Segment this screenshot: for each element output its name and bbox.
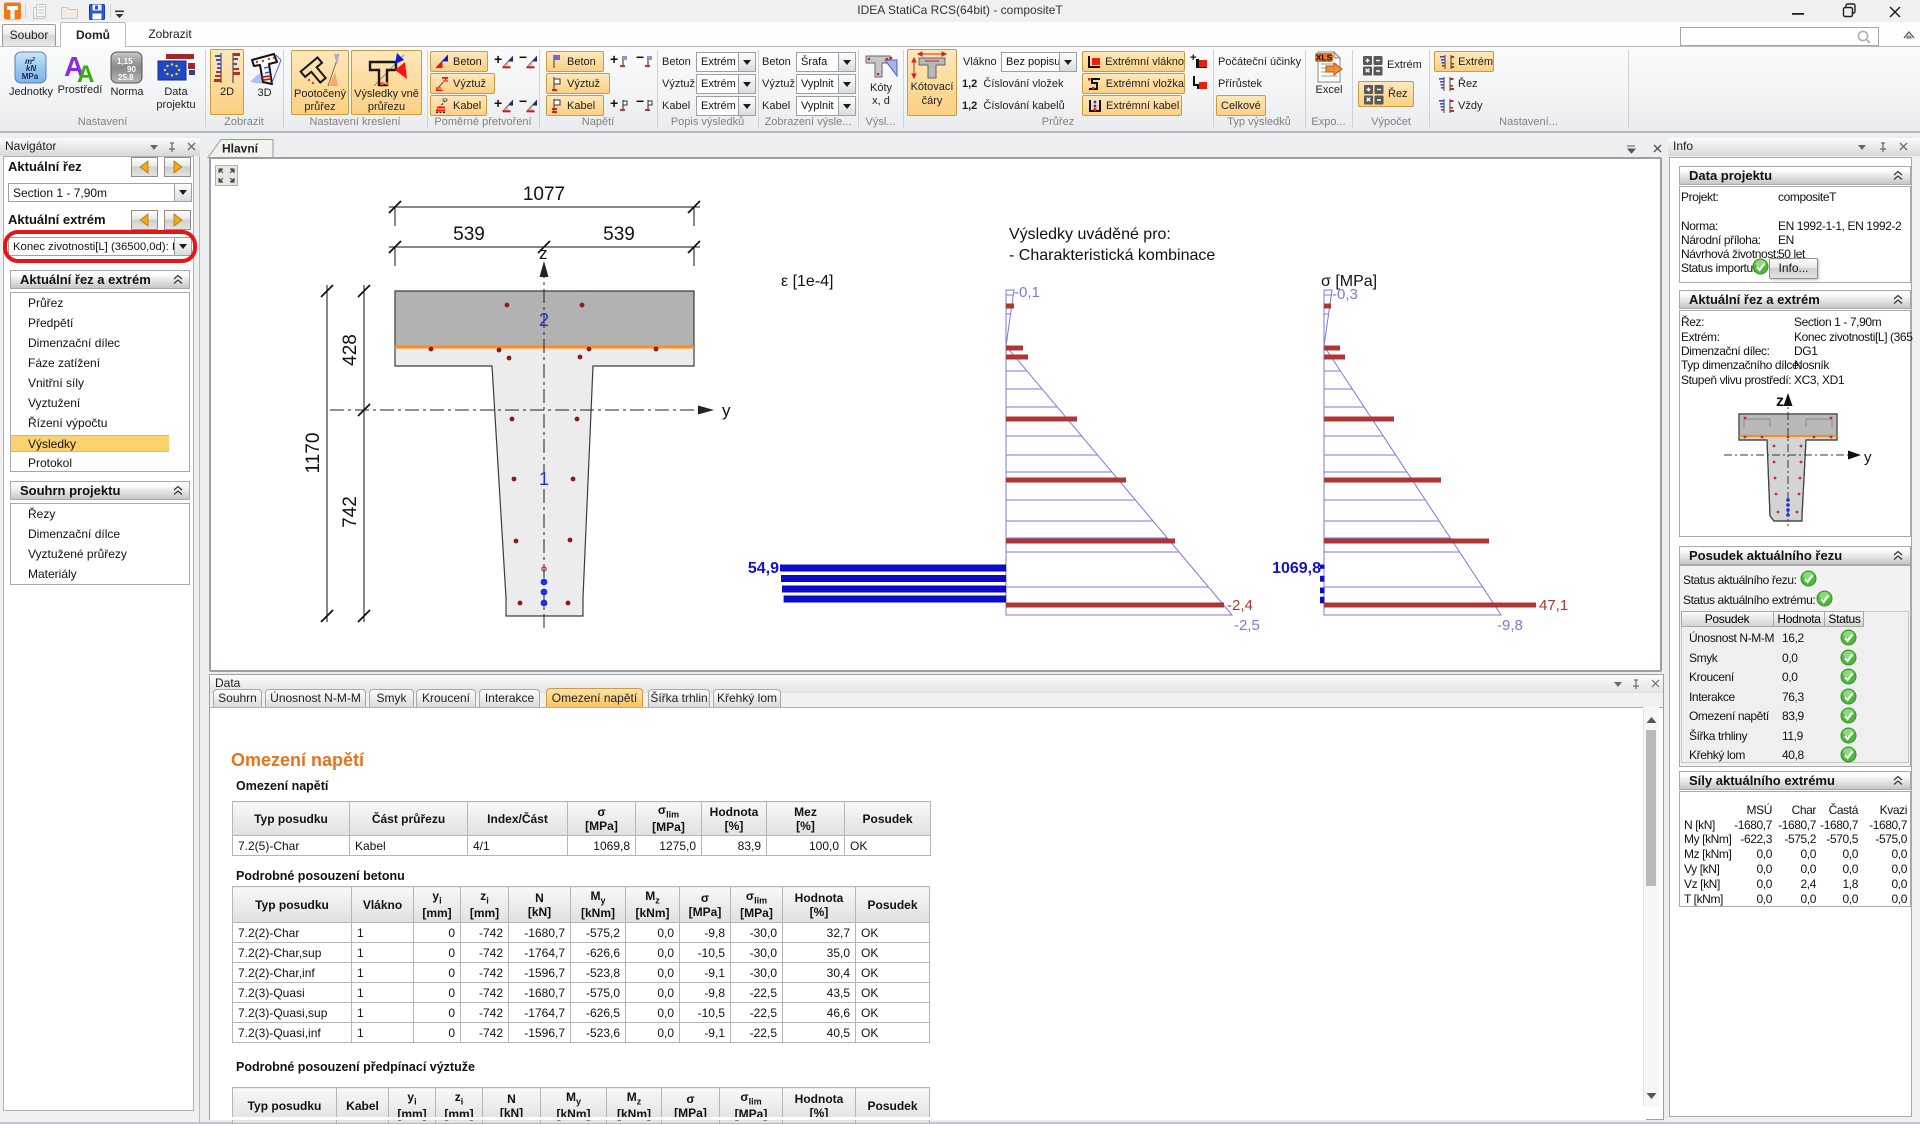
svg-text:−: − xyxy=(519,96,527,109)
svg-text:−: − xyxy=(636,52,644,65)
svg-text:z: z xyxy=(539,244,548,263)
svg-text:y: y xyxy=(722,401,731,420)
svg-text:-0,3: -0,3 xyxy=(1332,286,1358,303)
svg-text:1069,8: 1069,8 xyxy=(1272,560,1321,577)
svg-text:-2,4: -2,4 xyxy=(1227,597,1253,614)
svg-text:kN: kN xyxy=(26,64,36,73)
svg-text:47,1: 47,1 xyxy=(1539,597,1568,614)
svg-text:+: + xyxy=(610,52,618,67)
svg-text:2: 2 xyxy=(539,310,549,330)
svg-text:+: + xyxy=(494,52,502,67)
svg-text:σ [MPa]: σ [MPa] xyxy=(1321,273,1377,290)
svg-text:−: − xyxy=(519,52,527,65)
svg-text:1077: 1077 xyxy=(523,184,565,205)
svg-text:- Charakteristická kombinace: - Charakteristická kombinace xyxy=(1009,247,1215,264)
svg-text:MPa: MPa xyxy=(22,72,39,81)
svg-text:Hlavní: Hlavní xyxy=(222,142,259,156)
svg-text:1170: 1170 xyxy=(303,433,324,474)
svg-text:539: 539 xyxy=(603,224,635,245)
svg-text:−: − xyxy=(636,96,644,109)
svg-text:-0,1: -0,1 xyxy=(1014,284,1040,301)
svg-text:428: 428 xyxy=(340,334,361,366)
svg-text:XLS: XLS xyxy=(1316,53,1333,63)
svg-text:+: + xyxy=(610,96,618,111)
svg-text:Výsledky uváděné pro:: Výsledky uváděné pro: xyxy=(1009,226,1171,243)
svg-text:A: A xyxy=(77,61,94,84)
svg-text:+: + xyxy=(1190,52,1196,64)
svg-text:25.8: 25.8 xyxy=(118,73,134,82)
svg-text:m2: m2 xyxy=(25,57,35,66)
svg-text:ε [1e-4]: ε [1e-4] xyxy=(781,273,834,290)
svg-text:539: 539 xyxy=(453,224,485,245)
svg-text:1: 1 xyxy=(539,469,549,489)
svg-text:+: + xyxy=(494,96,502,111)
svg-text:-2,5: -2,5 xyxy=(1234,617,1260,634)
svg-text:z: z xyxy=(1776,393,1784,410)
svg-text:1,15: 1,15 xyxy=(117,57,133,66)
svg-text:54,9: 54,9 xyxy=(748,560,779,577)
svg-text:y: y xyxy=(1864,449,1872,466)
svg-text:-9,8: -9,8 xyxy=(1497,617,1523,634)
svg-text:A: A xyxy=(64,51,84,82)
svg-text:90: 90 xyxy=(127,65,136,74)
svg-text:742: 742 xyxy=(340,496,361,528)
